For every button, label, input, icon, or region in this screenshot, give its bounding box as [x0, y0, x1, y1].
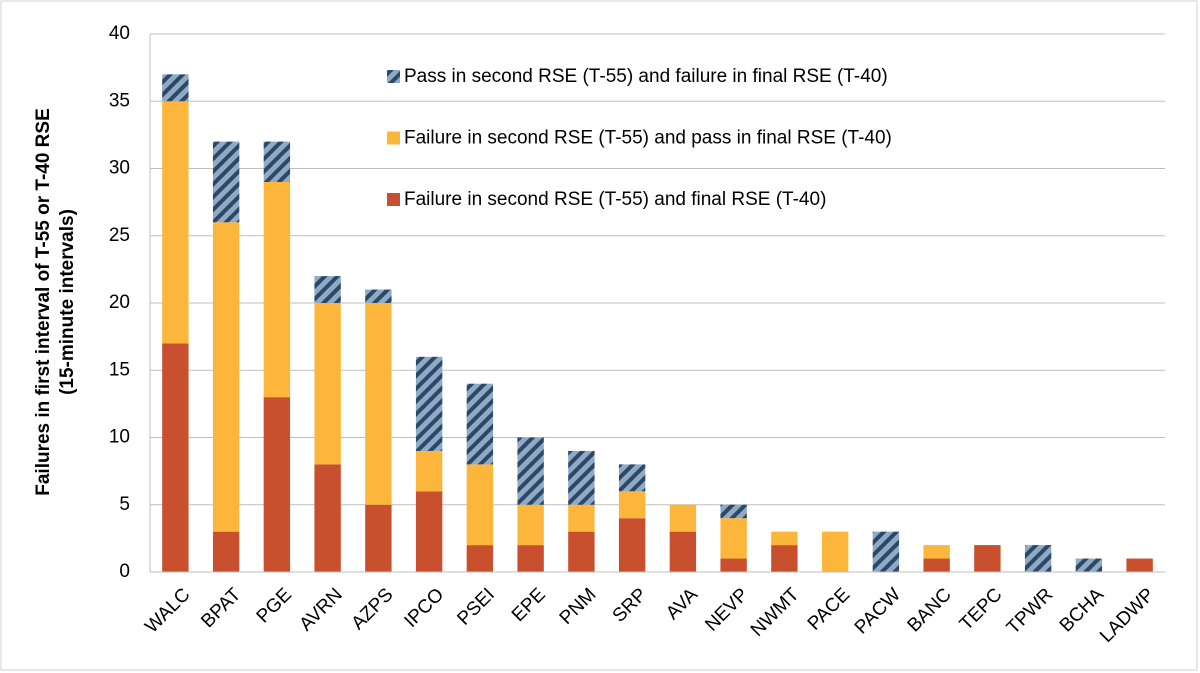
bar-segment — [517, 437, 544, 505]
bar-segment — [212, 141, 240, 223]
bar-segment — [263, 181, 291, 398]
bar-segment — [1075, 558, 1103, 572]
y-tick-label: 15 — [109, 359, 130, 380]
bar-segment — [771, 531, 798, 546]
bar-segment — [720, 518, 747, 559]
bar-segment — [415, 450, 443, 492]
bar-segment — [314, 303, 341, 465]
bar-segment — [568, 531, 595, 572]
bar-segment — [212, 222, 240, 532]
bar-segment — [1126, 558, 1153, 572]
bar-segment — [162, 74, 189, 102]
bar-segment — [568, 450, 595, 505]
y-tick-label: 20 — [109, 292, 130, 313]
bar-segment — [415, 491, 443, 572]
legend-label: Pass in second RSE (T-55) and failure in… — [404, 66, 888, 87]
bar-segment — [923, 545, 950, 559]
x-tick-label: NWMT — [747, 584, 804, 641]
x-tick-label: TPWR — [1003, 584, 1057, 638]
legend-label: Failure in second RSE (T-55) and final R… — [404, 189, 826, 210]
bar-segment — [314, 276, 341, 303]
y-tick-label: 10 — [109, 427, 130, 448]
y-tick-label: 30 — [109, 158, 130, 179]
x-tick-label: NEVP — [701, 584, 752, 635]
legend-swatch — [387, 70, 400, 83]
y-tick-label: 5 — [119, 494, 130, 515]
y-tick-label: 35 — [109, 90, 130, 111]
x-tick-label: AZPS — [348, 584, 398, 634]
y-tick-label: 0 — [119, 561, 130, 582]
y-axis-label: Failures in first interval of T-55 or T-… — [33, 108, 54, 496]
bar-segment — [314, 464, 341, 572]
bar-segment — [872, 531, 900, 572]
bar-segment — [162, 101, 189, 344]
legend-swatch — [387, 193, 400, 206]
legend-label: Failure in second RSE (T-55) and pass in… — [404, 128, 892, 149]
x-tick-label: WALC — [141, 584, 194, 637]
x-tick-label: PACW — [851, 584, 905, 638]
x-tick-label: PGE — [253, 584, 296, 627]
x-tick-label: PSEI — [453, 584, 498, 629]
bar-segment — [365, 289, 392, 303]
bar-segment — [923, 558, 950, 572]
bar-segment — [365, 303, 392, 505]
x-tick-label: SRP — [609, 584, 651, 626]
bar-segment — [263, 141, 291, 182]
bar-segment — [974, 545, 1001, 572]
bar-segment — [618, 464, 646, 492]
x-tick-label: PNM — [556, 584, 601, 629]
x-tick-label: EPE — [508, 584, 550, 626]
bar-segment — [466, 383, 494, 465]
x-tick-label: LADWP — [1096, 584, 1159, 647]
y-tick-label: 25 — [109, 225, 130, 246]
x-tick-label: BPAT — [197, 584, 245, 632]
y-tick-label: 40 — [109, 23, 130, 44]
bar-segment — [618, 491, 646, 519]
bar-segment — [415, 356, 443, 451]
bar-segment — [618, 518, 646, 572]
bar-segment — [466, 545, 494, 572]
bar-segment — [821, 531, 849, 572]
bar-segment — [212, 531, 240, 572]
bar-segment — [669, 531, 697, 572]
bar-segment — [466, 464, 494, 546]
x-tick-label: PACE — [804, 584, 854, 634]
x-tick-label: BANC — [904, 584, 956, 636]
x-tick-label: IPCO — [401, 584, 449, 632]
bar-segment — [720, 504, 747, 519]
bar-segment — [720, 558, 747, 572]
x-tick-label: TEPC — [956, 584, 1007, 635]
bar-segment — [517, 545, 544, 572]
x-tick-label: AVRN — [296, 584, 347, 635]
x-tick-label: AVA — [662, 584, 702, 624]
bar-segment — [263, 397, 291, 572]
bar-segment — [162, 343, 189, 572]
bar-segment — [365, 504, 392, 572]
bar-segment — [568, 504, 595, 532]
bar-segment — [1024, 545, 1052, 572]
bar-segment — [669, 504, 697, 532]
bar-segment — [771, 545, 798, 572]
legend-swatch — [387, 131, 400, 145]
y-axis-label: (15-minute intervals) — [57, 209, 78, 395]
bar-segment — [517, 504, 544, 546]
